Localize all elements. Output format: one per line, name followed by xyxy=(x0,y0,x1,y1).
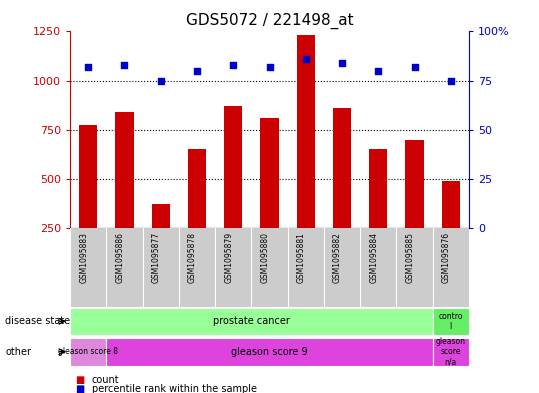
Bar xyxy=(260,118,279,228)
Point xyxy=(265,64,274,70)
Text: GSM1095886: GSM1095886 xyxy=(115,232,125,283)
Bar xyxy=(433,308,469,334)
Text: GSM1095884: GSM1095884 xyxy=(369,232,378,283)
Bar xyxy=(79,125,97,228)
Text: GSM1095885: GSM1095885 xyxy=(405,232,414,283)
Bar xyxy=(115,112,134,228)
Point xyxy=(120,62,129,68)
Text: GSM1095882: GSM1095882 xyxy=(333,232,342,283)
Bar xyxy=(188,149,206,228)
Point xyxy=(84,64,93,70)
Text: GSM1095879: GSM1095879 xyxy=(224,232,233,283)
Text: GSM1095878: GSM1095878 xyxy=(188,232,197,283)
Text: count: count xyxy=(92,375,119,386)
Point xyxy=(301,56,310,62)
Bar xyxy=(405,140,424,228)
Text: other: other xyxy=(5,347,31,357)
Bar xyxy=(333,108,351,228)
Text: percentile rank within the sample: percentile rank within the sample xyxy=(92,384,257,393)
Bar xyxy=(70,338,106,366)
Text: GSM1095880: GSM1095880 xyxy=(260,232,270,283)
Text: ■: ■ xyxy=(75,384,85,393)
Text: gleason score 9: gleason score 9 xyxy=(231,347,308,357)
Point xyxy=(446,77,455,84)
Bar xyxy=(151,204,170,228)
Text: GSM1095877: GSM1095877 xyxy=(151,232,161,283)
Bar xyxy=(296,35,315,228)
Text: GSM1095883: GSM1095883 xyxy=(79,232,88,283)
Point xyxy=(374,68,383,74)
Point xyxy=(338,60,347,66)
Bar xyxy=(433,338,469,366)
Text: ■: ■ xyxy=(75,375,85,386)
Text: GSM1095881: GSM1095881 xyxy=(297,232,306,283)
Bar xyxy=(106,338,433,366)
Text: disease state: disease state xyxy=(5,316,71,326)
Bar xyxy=(369,149,388,228)
Point xyxy=(192,68,201,74)
Text: GSM1095876: GSM1095876 xyxy=(442,232,451,283)
Text: gleason score 8: gleason score 8 xyxy=(58,347,118,356)
Point xyxy=(229,62,238,68)
Point xyxy=(156,77,165,84)
Bar xyxy=(442,181,460,228)
Title: GDS5072 / 221498_at: GDS5072 / 221498_at xyxy=(186,13,353,29)
Point xyxy=(410,64,419,70)
Text: gleason
score
n/a: gleason score n/a xyxy=(436,337,466,367)
Bar xyxy=(224,106,243,228)
Text: prostate cancer: prostate cancer xyxy=(213,316,290,326)
Text: contro
l: contro l xyxy=(439,312,463,331)
